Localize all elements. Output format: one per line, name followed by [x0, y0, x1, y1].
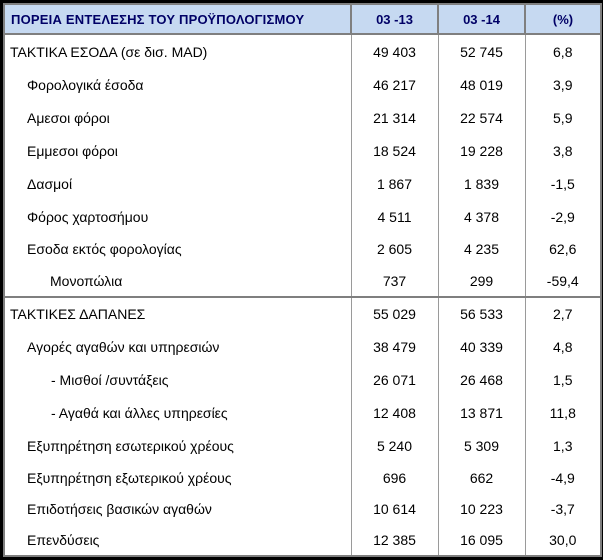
value-2013: 4 511: [350, 200, 439, 233]
value-percent: -59,4: [524, 265, 602, 297]
row-label: ΤΑΚΤΙΚΕΣ ΔΑΠΑΝΕΣ: [3, 295, 352, 331]
value-2013: 55 029: [350, 295, 439, 331]
value-2013: 1 867: [350, 167, 439, 201]
row-label: Εξυπηρέτηση εξωτερικού χρέους: [3, 461, 352, 494]
row-label: Δασμοί: [3, 167, 352, 201]
value-2014: 56 533: [437, 295, 526, 331]
row-label: Εξυπηρέτηση εσωτερικού χρέους: [3, 429, 352, 462]
value-2014: 5 309: [437, 429, 526, 462]
table-row: Φορολογικά έσοδα 46 217 48 019 3,9: [3, 68, 602, 102]
table-row: - Αγαθά και άλλες υπηρεσίες 12 408 13 87…: [3, 396, 602, 430]
value-2014: 4 235: [437, 232, 526, 266]
value-2014: 10 223: [437, 493, 526, 525]
value-2013: 38 479: [350, 330, 439, 364]
value-2013: 49 403: [350, 32, 439, 69]
row-label: - Αγαθά και άλλες υπηρεσίες: [3, 396, 352, 430]
value-percent: 2,7: [524, 295, 602, 331]
value-2013: 26 071: [350, 363, 439, 397]
table-row: ΤΑΚΤΙΚΕΣ ΔΑΠΑΝΕΣ 55 029 56 533 2,7: [3, 295, 602, 331]
table-row: Αμεσοι φόροι 21 314 22 574 5,9: [3, 101, 602, 135]
value-percent: 62,6: [524, 232, 602, 266]
value-percent: -1,5: [524, 167, 602, 201]
value-2014: 48 019: [437, 68, 526, 102]
column-header-2013: 03 -13: [350, 3, 439, 35]
row-label: Αμεσοι φόροι: [3, 101, 352, 135]
value-percent: -4,9: [524, 461, 602, 494]
value-2014: 19 228: [437, 134, 526, 168]
table-row: Εξυπηρέτηση εξωτερικού χρέους 696 662 -4…: [3, 461, 602, 494]
value-percent: 6,8: [524, 32, 602, 69]
value-2013: 21 314: [350, 101, 439, 135]
value-2014: 40 339: [437, 330, 526, 364]
value-percent: 5,9: [524, 101, 602, 135]
value-percent: 30,0: [524, 524, 602, 558]
row-label: Φορολογικά έσοδα: [3, 68, 352, 102]
table-title: ΠΟΡΕΙΑ ΕΝΤΕΛΕΣΗΣ ΤΟΥ ΠΡΟΫΠΟΛΟΓΙΣΜΟΥ: [3, 3, 352, 35]
header-row: ΠΟΡΕΙΑ ΕΝΤΕΛΕΣΗΣ ΤΟΥ ΠΡΟΫΠΟΛΟΓΙΣΜΟΥ 03 -…: [3, 3, 602, 35]
value-2013: 2 605: [350, 232, 439, 266]
column-header-percent: (%): [524, 3, 602, 35]
value-percent: -3,7: [524, 493, 602, 525]
table-row: Εμμεσοι φόροι 18 524 19 228 3,8: [3, 134, 602, 168]
row-label: Μονοπώλια: [3, 265, 352, 297]
column-header-2014: 03 -14: [437, 3, 526, 35]
value-2013: 10 614: [350, 493, 439, 525]
value-2013: 18 524: [350, 134, 439, 168]
table-row: Αγορές αγαθών και υπηρεσιών 38 479 40 33…: [3, 330, 602, 364]
table-row: ΤΑΚΤΙΚΑ ΕΣΟΔΑ (σε δισ. MAD) 49 403 52 74…: [3, 32, 602, 69]
table-row: Μονοπώλια 737 299 -59,4: [3, 265, 602, 297]
value-2013: 12 385: [350, 524, 439, 558]
row-label: Αγορές αγαθών και υπηρεσιών: [3, 330, 352, 364]
value-2014: 52 745: [437, 32, 526, 69]
value-2014: 13 871: [437, 396, 526, 430]
value-2014: 299: [437, 265, 526, 297]
row-label: Φόρος χαρτοσήμου: [3, 200, 352, 233]
table-row: Δασμοί 1 867 1 839 -1,5: [3, 167, 602, 201]
row-label: Εσοδα εκτός φορολογίας: [3, 232, 352, 266]
value-2013: 5 240: [350, 429, 439, 462]
value-2014: 4 378: [437, 200, 526, 233]
value-2014: 22 574: [437, 101, 526, 135]
row-label: Επενδύσεις: [3, 524, 352, 558]
table-row: Επενδύσεις 12 385 16 095 30,0: [3, 524, 602, 558]
value-percent: -2,9: [524, 200, 602, 233]
value-2013: 12 408: [350, 396, 439, 430]
value-percent: 3,8: [524, 134, 602, 168]
value-percent: 1,5: [524, 363, 602, 397]
row-label: Εμμεσοι φόροι: [3, 134, 352, 168]
value-percent: 1,3: [524, 429, 602, 462]
value-percent: 3,9: [524, 68, 602, 102]
value-percent: 11,8: [524, 396, 602, 430]
value-percent: 4,8: [524, 330, 602, 364]
value-2014: 16 095: [437, 524, 526, 558]
value-2014: 26 468: [437, 363, 526, 397]
table-row: - Μισθοί /συντάξεις 26 071 26 468 1,5: [3, 363, 602, 397]
value-2014: 662: [437, 461, 526, 494]
table-row: Φόρος χαρτοσήμου 4 511 4 378 -2,9: [3, 200, 602, 233]
value-2013: 46 217: [350, 68, 439, 102]
budget-execution-table: ΠΟΡΕΙΑ ΕΝΤΕΛΕΣΗΣ ΤΟΥ ΠΡΟΫΠΟΛΟΓΙΣΜΟΥ 03 -…: [3, 3, 602, 558]
table-row: Εσοδα εκτός φορολογίας 2 605 4 235 62,6: [3, 232, 602, 266]
row-label: Επιδοτήσεις βασικών αγαθών: [3, 493, 352, 525]
row-label: - Μισθοί /συντάξεις: [3, 363, 352, 397]
value-2013: 737: [350, 265, 439, 297]
table-row: Εξυπηρέτηση εσωτερικού χρέους 5 240 5 30…: [3, 429, 602, 462]
value-2014: 1 839: [437, 167, 526, 201]
value-2013: 696: [350, 461, 439, 494]
table-row: Επιδοτήσεις βασικών αγαθών 10 614 10 223…: [3, 493, 602, 525]
row-label: ΤΑΚΤΙΚΑ ΕΣΟΔΑ (σε δισ. MAD): [3, 32, 352, 69]
